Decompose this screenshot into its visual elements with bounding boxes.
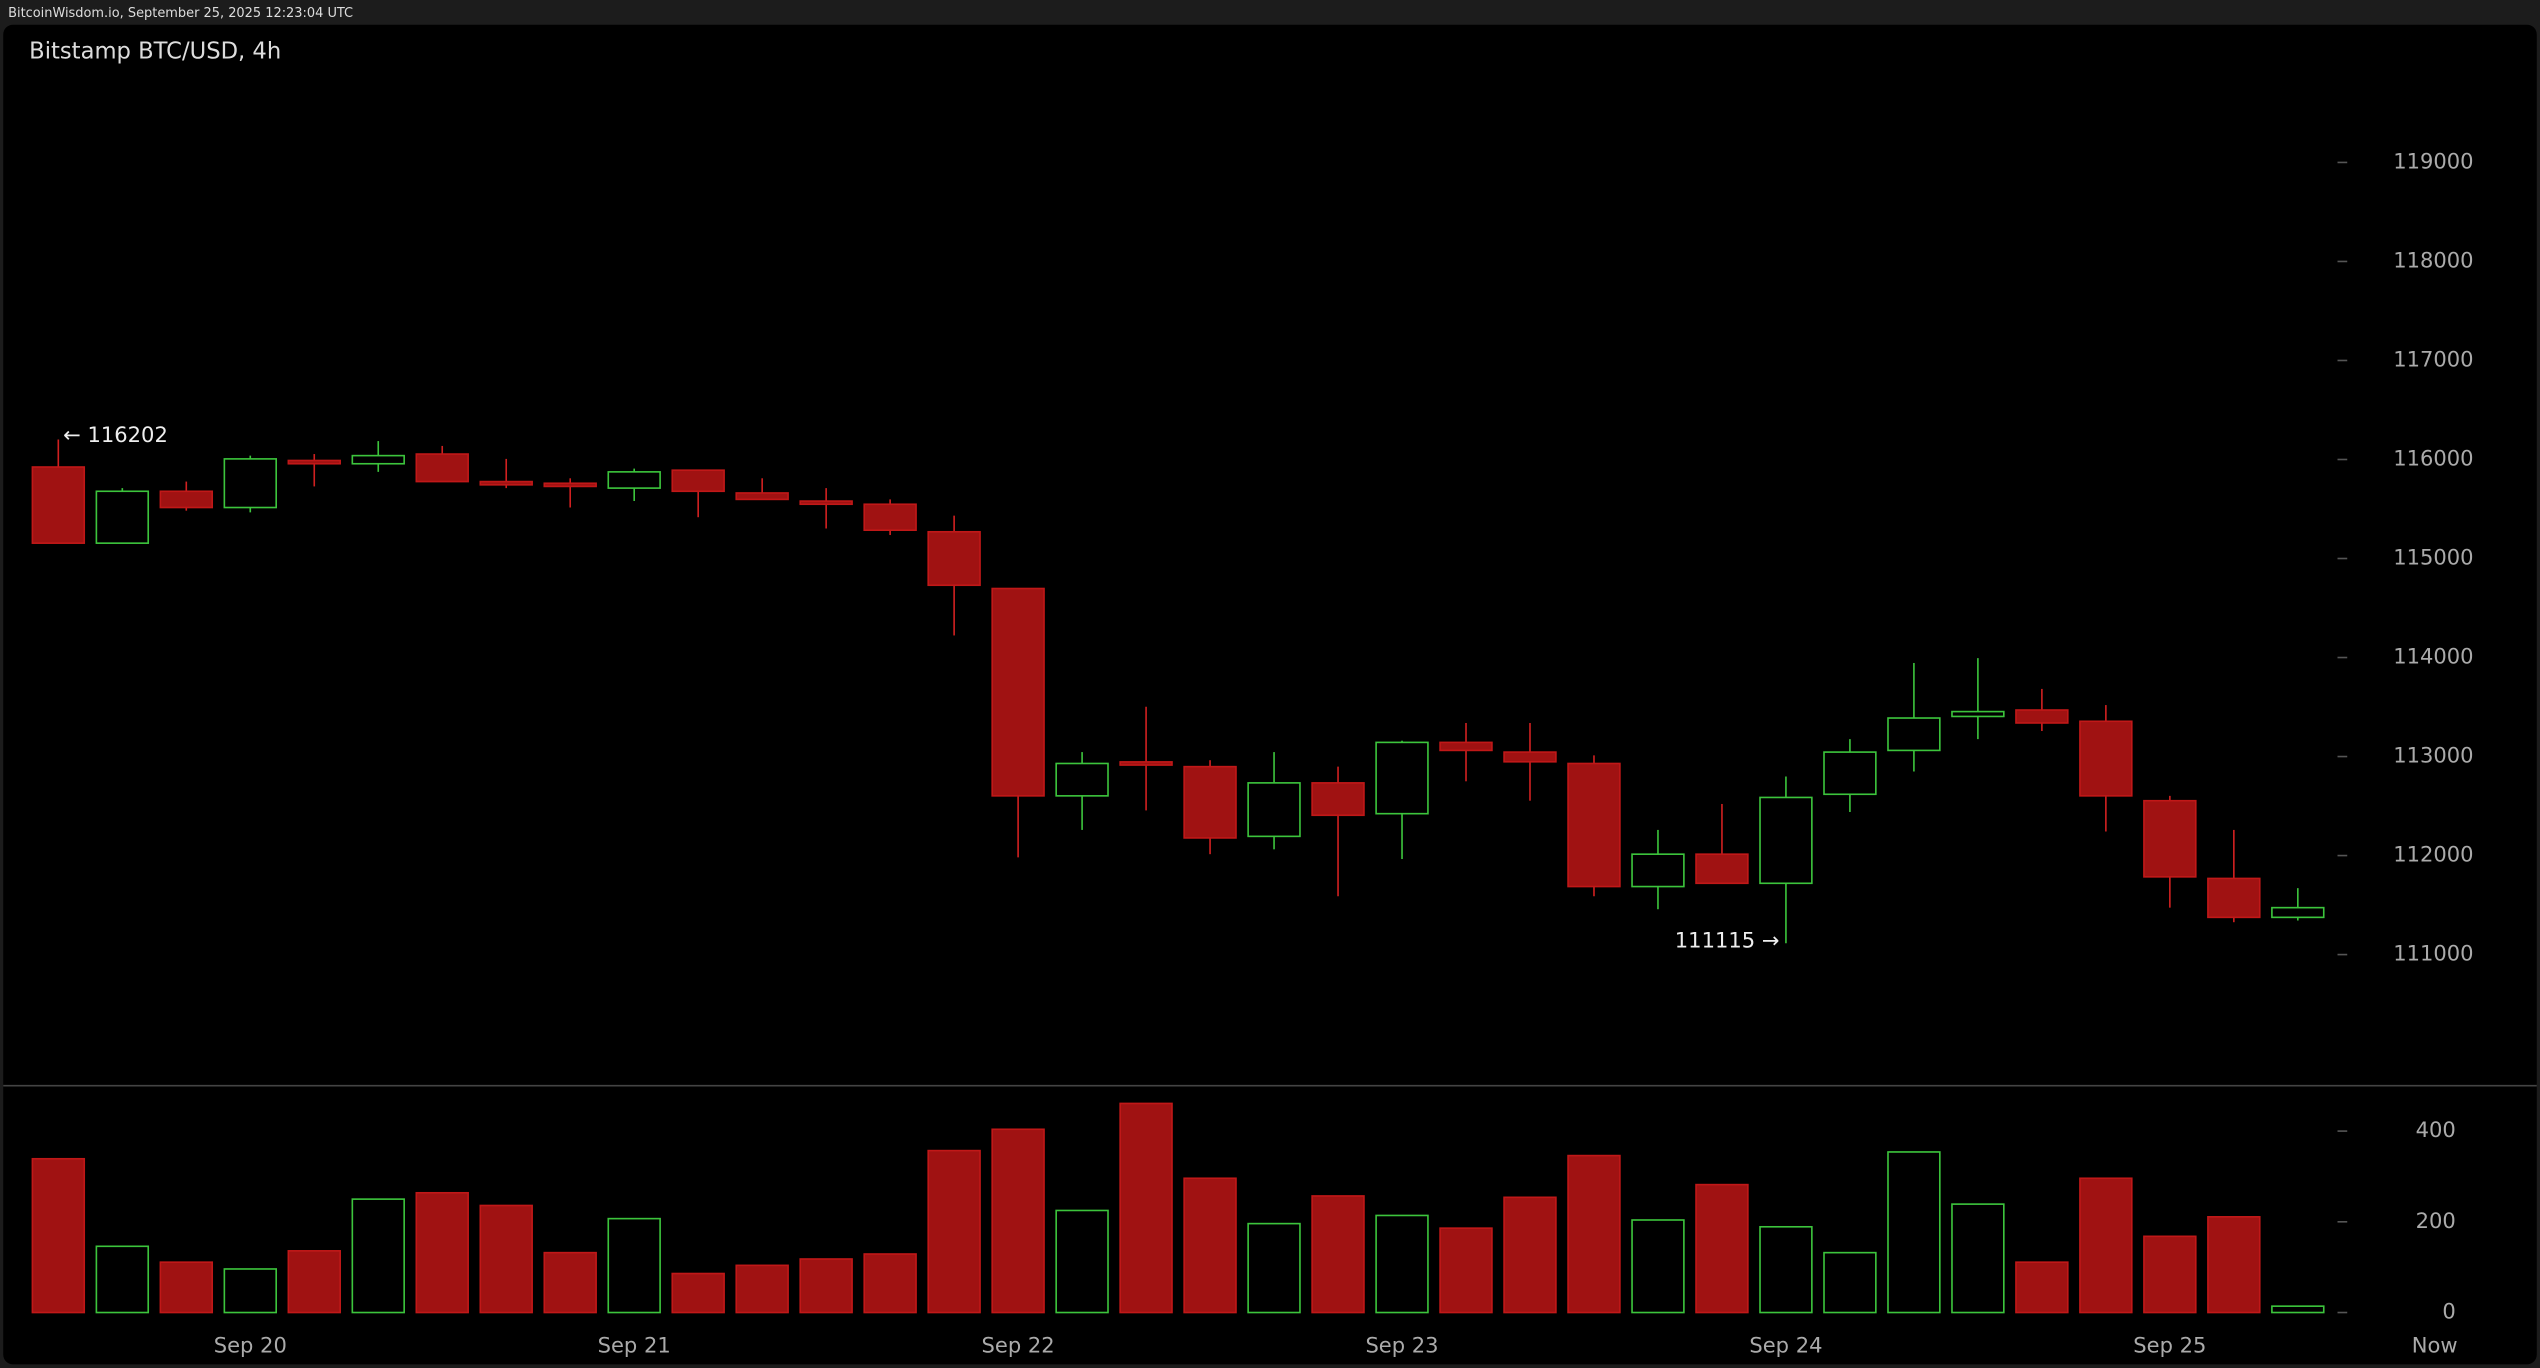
volume-bar [1823, 1251, 1877, 1314]
candle-body [415, 453, 469, 483]
candle-body [1311, 782, 1365, 817]
candle-body [1503, 751, 1557, 763]
volume-bar [1951, 1203, 2005, 1314]
volume-y-tick-label: 0 [2442, 1299, 2455, 1324]
candle-body [2079, 720, 2133, 797]
volume-bar [2015, 1261, 2069, 1314]
chart-title: Bitstamp BTC/USD, 4h [29, 39, 281, 65]
candle-body [1695, 853, 1749, 885]
x-tick-label: Sep 24 [1749, 1333, 1822, 1358]
candle-body [607, 471, 661, 489]
volume-bar [1183, 1177, 1237, 1314]
volume-bar [1631, 1219, 1685, 1314]
volume-bar [863, 1253, 917, 1314]
y-tick-label: 118000 [2393, 247, 2473, 272]
y-tick-label: 111000 [2393, 941, 2473, 966]
volume-bar [479, 1204, 533, 1314]
now-label: Now [2412, 1333, 2458, 1358]
volume-bar [1311, 1195, 1365, 1314]
volume-bar [1375, 1214, 1429, 1314]
high-annotation: ← 116202 [63, 422, 168, 447]
candle-body [799, 500, 853, 506]
x-tick-label: Sep 22 [982, 1333, 1055, 1358]
volume-bar [1759, 1225, 1813, 1314]
volume-bar [671, 1272, 725, 1314]
candle-body [2143, 799, 2197, 878]
x-tick-label: Sep 23 [1365, 1333, 1438, 1358]
volume-bar [1439, 1227, 1493, 1314]
volume-bar [799, 1258, 853, 1314]
y-tick-label: 115000 [2393, 545, 2473, 570]
volume-bar [543, 1251, 597, 1314]
low-annotation: 111115 → [1675, 928, 1780, 953]
volume-y-tick-label: 200 [2416, 1208, 2456, 1233]
candle-body [479, 480, 533, 486]
volume-bar [2207, 1216, 2261, 1314]
volume-bar [1887, 1151, 1941, 1314]
candle-body [351, 454, 405, 465]
candle-body [159, 490, 214, 509]
candle-body [2015, 709, 2069, 724]
volume-bar [1695, 1183, 1749, 1314]
candle-body [95, 490, 150, 544]
y-tick-label: 119000 [2393, 148, 2473, 173]
volume-bar [607, 1217, 661, 1314]
candle-body [1375, 741, 1429, 815]
volume-bar [1503, 1196, 1557, 1314]
candle-body [2271, 906, 2325, 919]
volume-bar [415, 1191, 469, 1314]
volume-bar [159, 1261, 214, 1314]
y-tick-label: 117000 [2393, 346, 2473, 371]
candle-body [927, 530, 981, 587]
volume-bar [991, 1128, 1045, 1314]
candle-body [1183, 765, 1237, 839]
candle-body [863, 503, 917, 531]
volume-bar [287, 1250, 341, 1314]
volume-bar [927, 1149, 981, 1314]
volume-bar [1567, 1154, 1621, 1314]
y-tick-label: 114000 [2393, 644, 2473, 669]
candle-body [1567, 762, 1621, 888]
candle-body [671, 469, 725, 493]
volume-bar [1055, 1209, 1109, 1314]
candle-body [1247, 782, 1301, 838]
candle-body [1887, 717, 1941, 752]
volume-bar [1247, 1222, 1301, 1314]
x-tick-label: Sep 25 [2133, 1333, 2206, 1358]
candle-body [735, 492, 789, 501]
candle-body [1631, 853, 1685, 888]
y-tick-label: 112000 [2393, 842, 2473, 867]
volume-bar [1119, 1102, 1173, 1314]
candle-body [2207, 877, 2261, 919]
candle-body [1759, 796, 1813, 885]
volume-bar [2079, 1177, 2133, 1314]
y-tick-label: 116000 [2393, 445, 2473, 470]
candle-body [991, 587, 1045, 797]
candle-body [1055, 762, 1109, 797]
chart-panel [3, 24, 2537, 1365]
volume-bar [31, 1157, 86, 1314]
candle-body [1951, 710, 2005, 718]
y-tick-label: 113000 [2393, 743, 2473, 768]
volume-bar [2143, 1235, 2197, 1314]
page-header: BitcoinWisdom.io, September 25, 2025 12:… [8, 6, 353, 21]
volume-bar [351, 1198, 405, 1314]
x-tick-label: Sep 20 [214, 1333, 287, 1358]
volume-bar [95, 1245, 150, 1314]
candle-body [223, 458, 278, 509]
volume-y-tick-label: 400 [2416, 1117, 2456, 1142]
candle-body [1119, 761, 1173, 766]
candle-body [1823, 751, 1877, 796]
volume-bar [735, 1264, 789, 1314]
candle-body [1439, 741, 1493, 752]
volume-bar [223, 1268, 278, 1314]
candle-body [31, 466, 86, 544]
candle-body [543, 482, 597, 488]
candle-body [287, 459, 341, 465]
x-tick-label: Sep 21 [598, 1333, 671, 1358]
volume-bar [2271, 1305, 2325, 1314]
